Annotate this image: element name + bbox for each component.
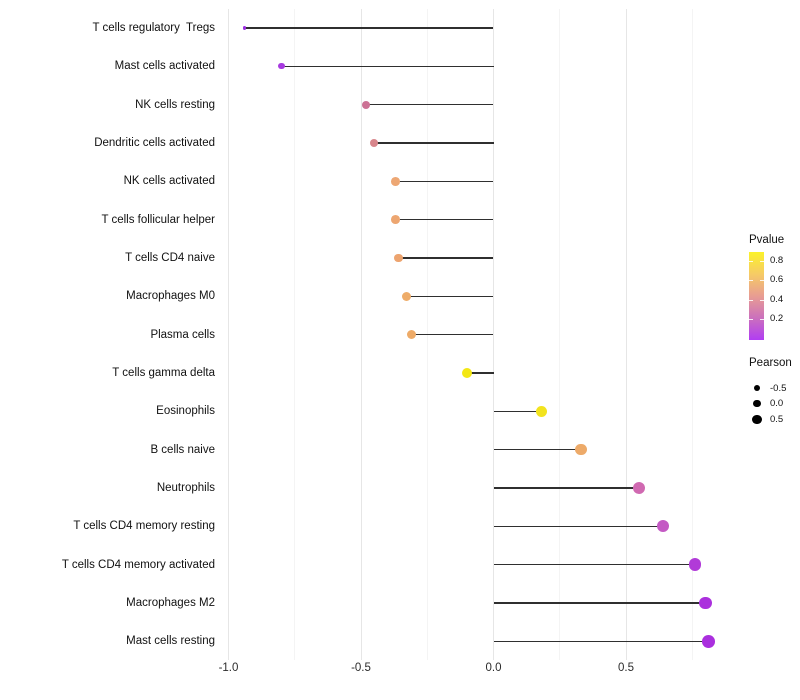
- lollipop-dot: [656, 520, 670, 533]
- y-axis-label: T cells follicular helper: [101, 213, 215, 226]
- colorbar-tick-mark: [760, 261, 764, 262]
- y-axis-label: Macrophages M2: [126, 596, 215, 609]
- pvalue-colorbar: [749, 252, 764, 340]
- y-axis-label: Mast cells activated: [114, 60, 215, 73]
- colorbar-tick-mark: [760, 319, 764, 321]
- lollipop-dot: [633, 481, 646, 495]
- lollipop-dot: [401, 291, 411, 301]
- lollipop-dot: [278, 63, 285, 70]
- lollipop-stem: [281, 65, 494, 68]
- lollipop-stem: [493, 640, 709, 643]
- lollipop-stem: [493, 448, 581, 451]
- gridline-major: [493, 9, 494, 660]
- lollipop-stem: [374, 142, 494, 144]
- y-axis-label: T cells gamma delta: [112, 366, 215, 379]
- legend-pvalue-title: Pvalue: [749, 234, 785, 246]
- colorbar-tick-mark: [749, 261, 753, 262]
- y-axis-label: Eosinophils: [156, 405, 215, 418]
- lollipop-stem: [406, 295, 494, 298]
- y-axis-label: NK cells resting: [135, 98, 215, 111]
- lollipop-dot: [393, 253, 403, 263]
- legend-pearson-title: Pearson: [749, 357, 792, 369]
- colorbar-tick-mark: [749, 299, 753, 301]
- y-axis-label: Dendritic cells activated: [94, 136, 215, 149]
- lollipop-stem: [493, 602, 706, 604]
- lollipop-dot: [535, 405, 547, 417]
- lollipop-stem: [493, 410, 542, 413]
- x-axis-tick-label: -1.0: [218, 662, 239, 674]
- lollipop-stem: [395, 218, 494, 221]
- y-axis-label: T cells regulatory Tregs: [92, 22, 215, 34]
- lollipop-dot: [391, 176, 400, 186]
- colorbar-tick-label: 0.2: [770, 313, 784, 325]
- y-axis-label: T cells CD4 naive: [125, 251, 215, 264]
- pearson-size-dot: [753, 399, 761, 408]
- gridline-major: [228, 9, 229, 660]
- y-axis-label: Neutrophils: [156, 481, 215, 494]
- gridline-major: [360, 9, 362, 660]
- pearson-size-label: 0.0: [770, 398, 784, 409]
- pearson-size-label: -0.5: [770, 382, 787, 394]
- y-axis-label: B cells naive: [150, 443, 215, 456]
- lollipop-stem: [398, 257, 494, 259]
- colorbar-tick-mark: [760, 299, 764, 301]
- lollipop-stem: [366, 103, 494, 106]
- pearson-size-dot: [752, 414, 762, 425]
- lollipop-stem: [395, 180, 494, 183]
- lollipop-dot: [699, 596, 712, 610]
- lollipop-dot: [406, 330, 416, 340]
- lollipop-dot: [391, 215, 400, 225]
- lollipop-dot: [575, 443, 587, 456]
- y-axis-label: NK cells activated: [123, 175, 215, 188]
- pearson-size-dot: [753, 384, 761, 392]
- x-axis-tick-label: -0.5: [351, 662, 371, 674]
- lollipop-dot: [462, 368, 472, 378]
- y-axis-label: T cells CD4 memory resting: [73, 520, 215, 533]
- lollipop-dot: [701, 634, 715, 648]
- pearson-size-label: 0.5: [770, 414, 784, 425]
- x-axis-tick-label: 0.5: [618, 662, 634, 674]
- y-axis-label: Mast cells resting: [126, 635, 215, 648]
- colorbar-tick-mark: [760, 280, 764, 282]
- lollipop-dot: [242, 26, 247, 30]
- x-axis-tick-label: 0.0: [485, 662, 502, 674]
- lollipop-stem: [467, 372, 494, 374]
- lollipop-stem: [411, 333, 494, 336]
- colorbar-tick-label: 0.4: [770, 293, 784, 305]
- colorbar-tick-mark: [749, 319, 753, 321]
- lollipop-stem: [244, 27, 494, 29]
- colorbar-tick-label: 0.8: [770, 255, 784, 266]
- lollipop-dot: [688, 558, 702, 571]
- lollipop-stem: [493, 525, 664, 528]
- gridline-minor: [691, 9, 693, 660]
- gridline-major: [625, 9, 627, 660]
- y-axis-label: Macrophages M0: [126, 290, 215, 303]
- colorbar-tick-mark: [749, 280, 753, 282]
- gridline-minor: [294, 9, 296, 660]
- lollipop-dot: [370, 138, 379, 148]
- lollipop-dot: [362, 100, 371, 109]
- gridline-minor: [559, 9, 561, 660]
- y-axis-label: Plasma cells: [150, 328, 215, 341]
- lollipop-stem: [493, 563, 695, 566]
- colorbar-tick-label: 0.6: [770, 274, 784, 286]
- lollipop-stem: [493, 487, 640, 489]
- y-axis-label: T cells CD4 memory activated: [61, 558, 215, 571]
